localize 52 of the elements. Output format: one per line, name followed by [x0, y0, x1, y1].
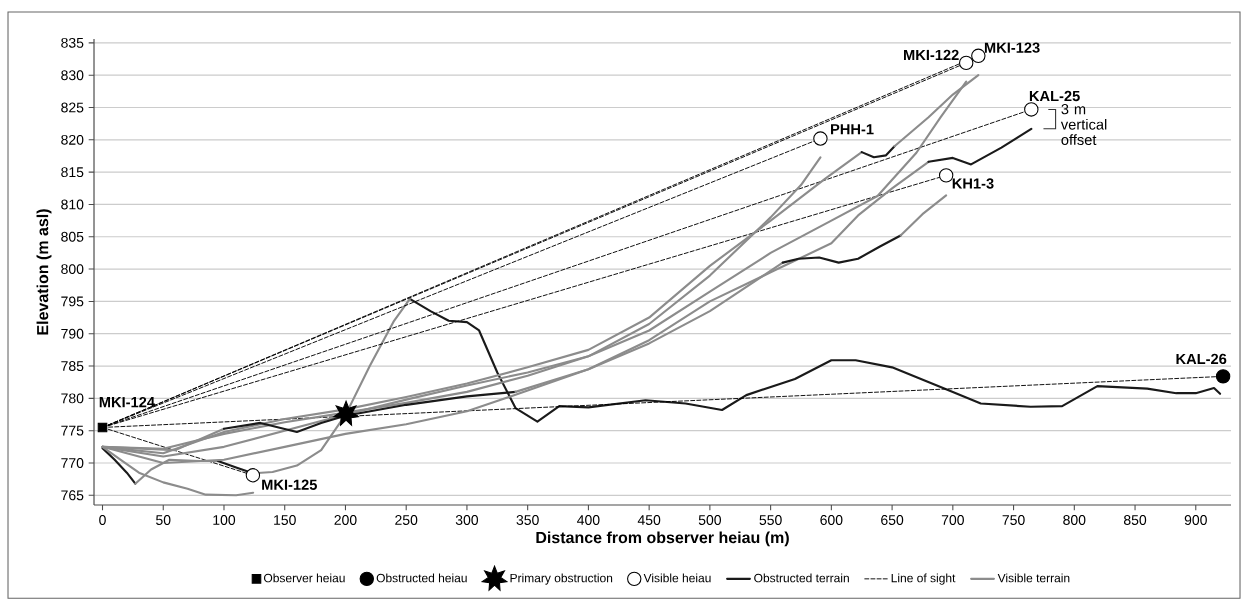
legend-label: Obstructed terrain: [754, 573, 849, 583]
x-tick-label: 500: [698, 515, 722, 525]
y-tick-label: 785: [61, 361, 84, 372]
legend-label: Visible terrain: [997, 573, 1070, 583]
annotation: PHH-1: [831, 124, 874, 135]
x-axis-title: Distance from observer heiau (m): [536, 531, 789, 547]
x-tick-label: 550: [759, 515, 782, 525]
annotation: MKI-122: [904, 49, 959, 60]
y-tick-label: 765: [61, 490, 84, 501]
x-tick-label: 800: [1063, 515, 1086, 525]
y-tick-label: 770: [61, 458, 84, 468]
legend-label: Obstructed heiau: [376, 573, 467, 583]
x-tick-label: 300: [455, 515, 479, 525]
x-tick-label: 400: [577, 515, 600, 525]
annotation: MKI-124: [99, 396, 155, 408]
x-tick-label: 700: [941, 515, 964, 525]
y-tick-label: 810: [61, 199, 84, 210]
x-tick-label: 100: [213, 515, 236, 525]
legend-label: Observer heiau: [263, 573, 345, 583]
y-tick-label: 795: [61, 296, 84, 307]
y-axis-title: Elevation (m asl): [36, 209, 52, 335]
y-tick-label: 815: [61, 167, 84, 178]
annotation: KH1-3: [952, 178, 994, 189]
y-tick-label: 825: [61, 102, 84, 113]
x-tick-label: 350: [516, 515, 539, 525]
legend-label: Line of sight: [891, 573, 956, 585]
x-tick-label: 650: [881, 515, 904, 525]
y-tick-label: 835: [61, 37, 84, 48]
x-tick-label: 450: [637, 515, 661, 525]
legend-label: Primary obstruction: [510, 573, 613, 585]
x-tick-label: 250: [395, 515, 418, 525]
y-tick-label: 830: [61, 70, 84, 81]
annotation: KAL-25: [1029, 90, 1080, 102]
y-tick-label: 800: [61, 264, 84, 275]
annotation: 3 m vertical offset: [1060, 103, 1107, 145]
x-tick-label: 900: [1184, 515, 1207, 525]
y-tick-label: 820: [61, 134, 84, 145]
x-tick-label: 600: [820, 515, 843, 525]
x-tick-label: 150: [274, 515, 296, 525]
annotation: MKI-125: [262, 479, 317, 490]
x-tick-label: 0: [99, 515, 106, 525]
x-tick-label: 50: [156, 515, 171, 525]
y-tick-label: 805: [61, 231, 84, 242]
y-tick-label: 790: [61, 328, 84, 339]
y-tick-label: 775: [61, 425, 84, 436]
legend-label: Visible heiau: [643, 573, 711, 583]
x-tick-label: 200: [334, 515, 357, 525]
y-tick-label: 780: [61, 393, 84, 404]
annotation: MKI-123: [984, 42, 1040, 53]
annotation: KAL-26: [1176, 353, 1227, 365]
x-tick-label: 850: [1123, 515, 1147, 525]
x-tick-label: 750: [1002, 515, 1025, 525]
